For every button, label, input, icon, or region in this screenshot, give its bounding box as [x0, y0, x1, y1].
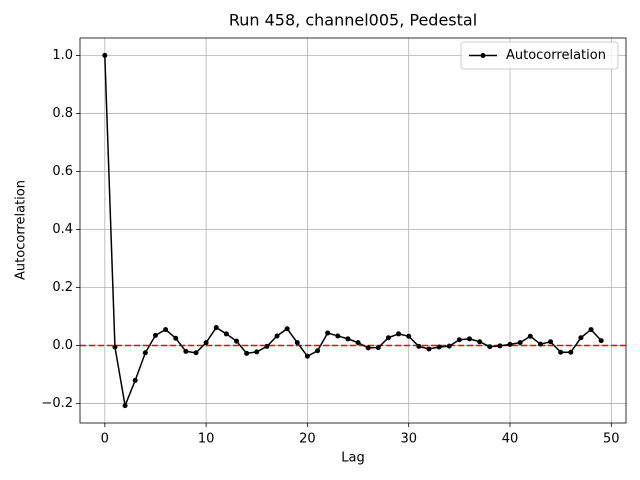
- y-tick-label: 0.6: [52, 164, 73, 179]
- data-point: [588, 327, 594, 333]
- x-tick-label: 20: [299, 432, 316, 447]
- data-point: [426, 346, 432, 352]
- data-point: [385, 335, 391, 341]
- data-point: [223, 331, 229, 337]
- data-point: [122, 403, 128, 409]
- y-tick-label: 1.0: [52, 48, 73, 63]
- x-tick-label: 10: [198, 432, 215, 447]
- data-point: [375, 345, 381, 351]
- data-point: [325, 330, 331, 336]
- x-axis-label: Lag: [341, 451, 364, 466]
- data-point: [102, 52, 108, 58]
- data-point: [558, 349, 564, 355]
- data-point: [284, 326, 290, 332]
- data-point: [527, 333, 533, 339]
- data-point: [456, 337, 462, 343]
- data-point: [234, 338, 240, 344]
- data-point: [517, 340, 523, 346]
- data-point: [142, 350, 148, 356]
- data-point: [213, 325, 219, 331]
- data-point: [112, 344, 118, 350]
- x-tick-label: 30: [400, 432, 417, 447]
- data-point: [254, 349, 260, 355]
- data-point: [507, 341, 513, 347]
- data-point: [487, 344, 493, 350]
- y-tick-label: −0.2: [41, 396, 73, 411]
- data-point: [598, 338, 604, 344]
- data-point: [466, 336, 472, 342]
- data-point: [315, 348, 321, 354]
- data-point: [304, 353, 310, 359]
- legend-box: [460, 41, 619, 70]
- data-point: [132, 377, 138, 383]
- data-point: [264, 343, 270, 349]
- data-point: [497, 343, 503, 349]
- data-point: [244, 350, 250, 356]
- data-point: [193, 350, 199, 356]
- legend-marker: [480, 53, 486, 58]
- data-point: [345, 336, 351, 342]
- data-point: [537, 341, 543, 347]
- data-point: [173, 335, 179, 341]
- data-point: [436, 344, 442, 350]
- chart-title: Run 458, channel005, Pedestal: [229, 11, 477, 30]
- y-axis-label: Autocorrelation: [14, 180, 29, 280]
- data-point: [477, 339, 483, 345]
- axes-frame: [79, 37, 627, 424]
- y-tick-label: 0.4: [52, 222, 73, 237]
- y-tick-label: 0.8: [52, 106, 73, 121]
- data-point: [446, 343, 452, 349]
- x-tick-label: 50: [603, 432, 620, 447]
- data-point: [406, 333, 412, 339]
- x-tick-label: 0: [101, 432, 109, 447]
- y-tick-label: 0.2: [52, 280, 73, 295]
- data-point: [568, 349, 574, 355]
- data-point: [416, 343, 422, 349]
- data-point: [355, 340, 361, 346]
- data-point: [396, 331, 402, 337]
- data-point: [578, 335, 584, 341]
- data-line: [104, 55, 602, 409]
- data-point: [294, 340, 300, 346]
- y-tick-label: 0.0: [52, 338, 73, 353]
- data-point: [365, 345, 371, 351]
- x-tick-label: 40: [502, 432, 519, 447]
- data-point: [335, 333, 341, 339]
- data-point: [203, 340, 209, 346]
- data-point: [152, 332, 158, 338]
- data-point: [548, 339, 554, 345]
- data-point: [183, 348, 189, 354]
- data-point: [274, 333, 280, 339]
- data-point: [163, 327, 169, 333]
- legend-label: Autocorrelation: [506, 48, 606, 63]
